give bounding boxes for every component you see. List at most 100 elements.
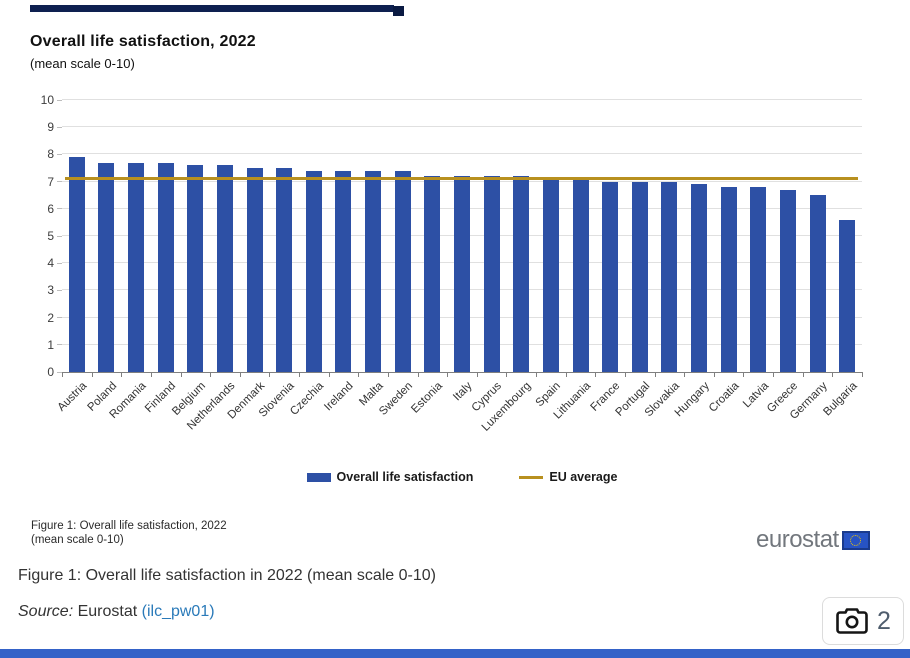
chart-inner-caption-line2: (mean scale 0-10) <box>31 534 124 546</box>
x-tick-mark <box>536 372 538 377</box>
x-tick-mark <box>684 372 686 377</box>
gridline <box>62 153 862 155</box>
y-tick-mark <box>57 99 62 101</box>
y-tick-mark <box>57 371 62 373</box>
bar-austria <box>68 157 85 372</box>
legend-item: EU average <box>519 470 617 484</box>
top-redaction-bar <box>30 5 394 12</box>
bar-ireland <box>335 170 352 372</box>
x-tick-mark <box>180 372 182 377</box>
eurostat-wordmark: eurostat <box>756 526 839 553</box>
y-tick-label: 3 <box>47 283 54 298</box>
y-tick-mark <box>57 235 62 237</box>
source-label: Source: <box>18 603 74 620</box>
eurostat-logo: eurostat <box>756 526 870 554</box>
x-tick-mark <box>239 372 241 377</box>
y-tick-mark <box>57 181 62 183</box>
legend-line-swatch <box>519 475 544 479</box>
x-tick-mark <box>773 372 775 377</box>
y-tick-mark <box>57 289 62 291</box>
dataset-link[interactable]: (ilc_pw01) <box>141 603 215 620</box>
x-tick-mark <box>832 372 834 377</box>
y-tick-mark <box>57 208 62 210</box>
chart-legend: Overall life satisfaction EU average <box>62 470 862 484</box>
bar-italy <box>454 176 470 372</box>
y-tick-mark <box>57 262 62 264</box>
legend-label: EU average <box>549 470 618 484</box>
bar-sweden <box>394 170 411 372</box>
bar-czechia <box>305 170 322 372</box>
figure-caption: Figure 1: Overall life satisfaction in 2… <box>18 567 436 584</box>
bar-france <box>602 181 619 372</box>
bar-cyprus <box>483 176 500 372</box>
source-publisher: Eurostat <box>73 603 142 620</box>
chart-inner-caption-line1: Figure 1: Overall life satisfaction, 202… <box>31 520 227 532</box>
y-tick-label: 2 <box>47 310 54 325</box>
eu-flag-icon <box>841 530 870 550</box>
x-tick-mark <box>210 372 212 377</box>
x-tick-mark <box>121 372 123 377</box>
x-tick-mark <box>506 372 508 377</box>
bar-slovakia <box>661 181 678 372</box>
x-tick-mark <box>802 372 804 377</box>
x-tick-mark <box>565 372 567 377</box>
x-tick-mark <box>91 372 93 377</box>
x-tick-mark <box>595 372 597 377</box>
bar-slovenia <box>276 168 293 372</box>
bar-greece <box>779 189 796 372</box>
bar-poland <box>98 162 115 372</box>
x-tick-mark <box>624 372 626 377</box>
gridline <box>62 126 862 128</box>
y-tick-label: 1 <box>47 337 54 352</box>
y-tick-label: 10 <box>40 93 54 107</box>
x-tick-mark <box>328 372 330 377</box>
y-tick-label: 9 <box>47 120 54 135</box>
x-tick-mark <box>654 372 656 377</box>
gridline <box>62 99 862 100</box>
bar-finland <box>157 162 174 372</box>
image-count-button[interactable]: 2 <box>822 597 904 645</box>
bar-spain <box>542 178 559 372</box>
y-tick-mark <box>57 153 62 155</box>
y-tick-mark <box>57 126 62 128</box>
chart-inner-caption: Figure 1: Overall life satisfaction, 202… <box>31 519 227 547</box>
eu-average-line <box>65 176 858 180</box>
x-tick-mark <box>269 372 271 377</box>
y-tick-label: 6 <box>47 201 54 216</box>
y-tick-label: 4 <box>47 256 54 271</box>
source-line: Source: Eurostat (ilc_pw01) <box>18 603 215 621</box>
x-tick-mark <box>62 372 63 377</box>
camera-icon <box>836 608 868 634</box>
bar-romania <box>128 162 145 372</box>
bar-croatia <box>720 187 737 372</box>
bar-portugal <box>631 181 648 372</box>
legend-bar-swatch <box>306 472 331 482</box>
bar-malta <box>365 170 382 372</box>
x-tick-mark <box>447 372 449 377</box>
bar-estonia <box>424 176 441 372</box>
plot-area: 0 1 2 3 4 5 6 7 8 9 10 Austria Poland Romania Finland B… <box>41 94 863 434</box>
bar-lithuania <box>572 178 589 372</box>
x-tick-mark <box>358 372 360 377</box>
y-tick-label: 7 <box>47 174 54 189</box>
image-count: 2 <box>877 606 891 635</box>
bar-belgium <box>187 165 204 372</box>
bar-netherlands <box>216 165 233 372</box>
x-tick-mark <box>150 372 152 377</box>
bar-bulgaria <box>839 219 856 372</box>
x-tick-mark <box>417 372 419 377</box>
bar-latvia <box>750 187 767 372</box>
chart-title: Overall life satisfaction, 2022 <box>30 33 256 50</box>
bar-germany <box>809 195 826 372</box>
x-tick-mark <box>476 372 478 377</box>
legend-item: Overall life satisfaction <box>306 470 474 484</box>
y-tick-mark <box>57 317 62 319</box>
x-axis-line <box>62 372 862 373</box>
x-tick-mark <box>713 372 715 377</box>
y-tick-label: 8 <box>47 147 54 162</box>
legend-label: Overall life satisfaction <box>336 470 474 484</box>
x-tick-mark <box>743 372 745 377</box>
x-tick-mark <box>299 372 301 377</box>
x-tick-mark <box>387 372 389 377</box>
